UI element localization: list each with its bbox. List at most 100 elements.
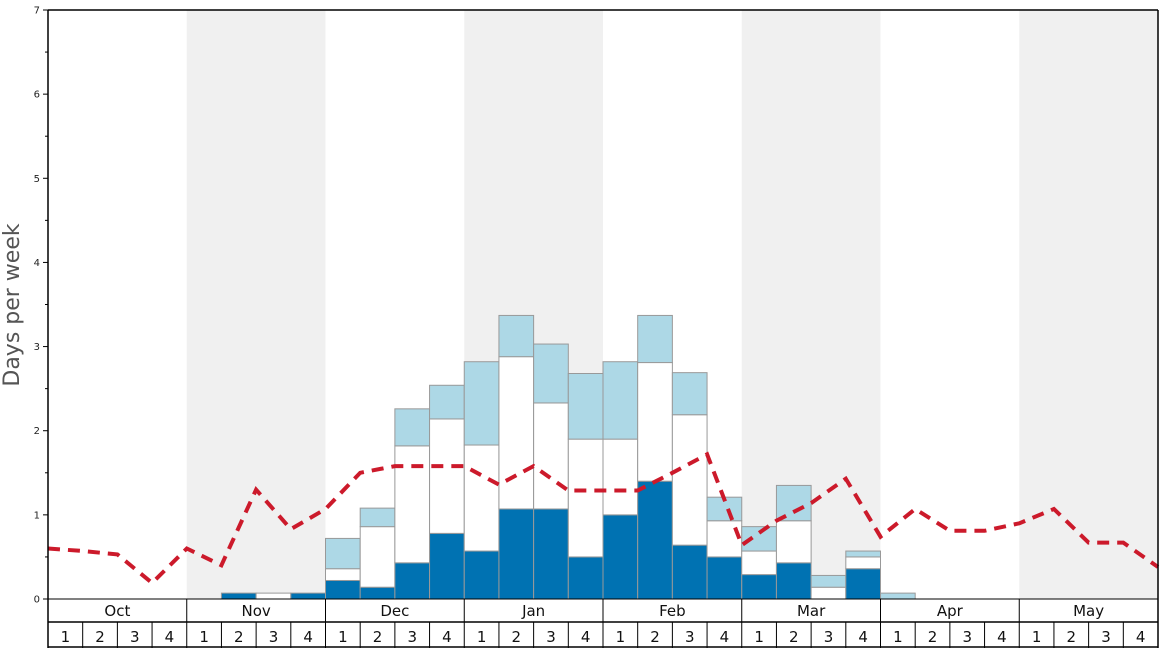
y-tick-label: 5 — [34, 174, 40, 185]
week-label: 3 — [824, 628, 834, 646]
week-label: 2 — [95, 628, 105, 646]
bar-dark-week-13 — [463, 550, 500, 600]
month-label-apr: Apr — [937, 602, 964, 620]
bar-dark-week-19 — [671, 544, 708, 600]
bar-light-week-12 — [429, 384, 465, 420]
bar-dark-week-10 — [359, 586, 396, 600]
bar-light-week-18 — [637, 314, 673, 364]
bar-white-week-20 — [706, 520, 743, 558]
bar-light-week-19 — [671, 372, 708, 416]
week-label: 1 — [61, 628, 71, 646]
bar-light-week-17 — [602, 361, 639, 440]
week-label: 1 — [754, 628, 764, 646]
week-label: 4 — [997, 628, 1007, 646]
bar-white-week-17 — [602, 438, 639, 516]
month-shading — [186, 10, 1158, 599]
bar-light-week-14 — [498, 314, 535, 358]
week-label: 3 — [407, 628, 417, 646]
y-axis-label: Days per week — [0, 223, 25, 386]
bar-white-week-10 — [359, 526, 396, 588]
week-label: 1 — [893, 628, 903, 646]
bar-light-week-11 — [394, 408, 431, 447]
bar-dark-week-15 — [533, 508, 569, 600]
week-label: 1 — [199, 628, 209, 646]
bar-white-week-14 — [498, 356, 535, 510]
bar-dark-week-20 — [706, 556, 743, 600]
bar-dark-week-17 — [602, 514, 639, 600]
month-label-oct: Oct — [104, 602, 130, 620]
week-label: 2 — [650, 628, 660, 646]
week-label: 4 — [442, 628, 452, 646]
week-label: 1 — [477, 628, 487, 646]
bar-dark-week-11 — [394, 562, 431, 600]
y-tick-label: 6 — [34, 90, 40, 101]
y-tick-label: 7 — [34, 6, 40, 17]
bar-dark-week-12 — [429, 532, 465, 600]
week-label: 3 — [269, 628, 279, 646]
bar-dark-week-16 — [567, 556, 604, 600]
bar-white-week-22 — [775, 520, 812, 564]
bar-light-week-10 — [359, 507, 396, 528]
month-label-nov: Nov — [241, 602, 270, 620]
week-label: 3 — [130, 628, 140, 646]
bar-dark-week-14 — [498, 508, 535, 600]
week-label: 1 — [616, 628, 626, 646]
bar-white-week-15 — [533, 402, 569, 510]
month-axis: Oct Nov Dec Jan Feb Mar Apr May — [48, 599, 1158, 648]
bar-dark-week-8 — [290, 592, 326, 600]
week-label: 4 — [303, 628, 313, 646]
bar-light-week-21 — [741, 526, 777, 552]
month-label-mar: Mar — [797, 602, 826, 620]
bar-light-week-15 — [533, 343, 569, 404]
bar-dark-week-18 — [637, 480, 673, 600]
bar-white-week-21 — [741, 550, 777, 576]
y-tick-label: 4 — [34, 258, 40, 269]
bar-series — [220, 314, 916, 600]
week-label: 4 — [581, 628, 591, 646]
week-label: 4 — [165, 628, 175, 646]
bar-white-week-9 — [325, 568, 361, 581]
y-axis: 0 1 2 3 4 5 6 7 — [34, 6, 48, 606]
month-label-may: May — [1073, 602, 1104, 620]
bar-white-week-23 — [810, 586, 847, 600]
bar-white-week-19 — [671, 414, 708, 546]
bar-dark-week-22 — [775, 562, 812, 600]
average-line-series — [47, 451, 1160, 586]
bar-white-week-12 — [429, 418, 465, 534]
bar-light-week-23 — [810, 574, 847, 588]
week-label: 3 — [1101, 628, 1111, 646]
week-label: 4 — [858, 628, 868, 646]
bar-white-week-13 — [463, 444, 500, 552]
bar-light-week-16 — [567, 372, 604, 440]
week-label: 2 — [234, 628, 244, 646]
week-label: 4 — [720, 628, 730, 646]
bar-white-week-18 — [637, 362, 673, 482]
week-axis: 1 2 3 4 1 2 3 4 1 2 3 4 1 2 3 4 1 2 3 4 1 2 3 4 1 2 3 4 1 2 3 4 — [48, 622, 1158, 648]
bar-light-week-22 — [775, 484, 812, 522]
y-tick-label: 3 — [34, 342, 40, 353]
week-label: 3 — [685, 628, 695, 646]
week-label: 2 — [789, 628, 799, 646]
bar-dark-week-21 — [741, 574, 777, 600]
month-label-jan: Jan — [521, 602, 545, 620]
month-shade-nov — [186, 10, 326, 599]
month-label-dec: Dec — [380, 602, 409, 620]
bar-light-week-9 — [325, 537, 361, 570]
average-line — [47, 451, 1160, 586]
bar-white-week-24 — [845, 556, 881, 570]
week-label: 3 — [962, 628, 972, 646]
week-label: 1 — [338, 628, 348, 646]
bar-white-week-11 — [394, 445, 431, 564]
bar-light-week-25 — [880, 592, 916, 600]
bar-dark-week-9 — [325, 579, 361, 600]
week-label: 2 — [373, 628, 383, 646]
bar-dark-week-6 — [220, 592, 257, 600]
bar-light-week-13 — [463, 361, 500, 446]
y-tick-label: 2 — [34, 426, 40, 437]
bar-light-week-24 — [845, 550, 881, 558]
month-label-feb: Feb — [659, 602, 686, 620]
week-label: 2 — [928, 628, 938, 646]
week-label: 3 — [546, 628, 556, 646]
bar-white-week-7 — [255, 592, 292, 600]
